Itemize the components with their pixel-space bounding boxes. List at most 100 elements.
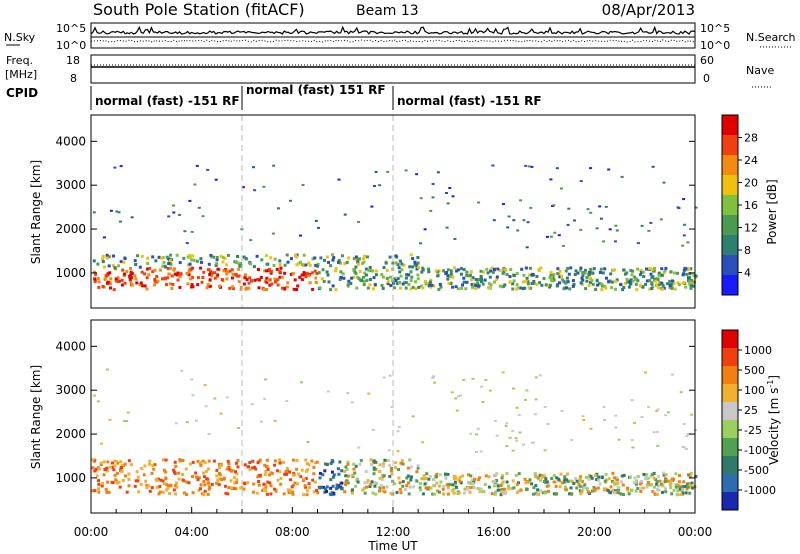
power-cell [477,284,481,288]
colorbar-tick-label: -1000 [744,484,776,497]
cpid-segment-label: normal (fast) -151 RF [397,94,542,108]
power-cell [356,260,360,264]
power-cell [602,240,606,243]
power-cell [325,270,329,274]
velocity-cell [454,397,458,400]
power-cell [317,226,320,229]
power-cell [394,279,398,282]
power-cell [356,258,360,262]
power-cell [394,261,398,265]
velocity-cell [91,458,95,462]
velocity-cell [299,475,303,479]
velocity-cell [127,484,131,488]
velocity-cell [381,489,385,493]
power-cell [134,263,138,266]
power-cell [434,269,438,273]
power-cell [135,281,139,285]
power-cell [236,255,240,258]
velocity-cell [579,479,582,483]
power-cell [526,282,530,286]
velocity-cell [421,492,425,496]
velocity-cell [459,394,463,397]
velocity-cell [191,491,195,495]
power-cell [500,285,504,289]
velocity-cell [647,405,651,408]
velocity-cell [337,472,341,476]
power-cell [362,283,366,287]
power-cell [502,269,506,273]
power-cell [462,276,466,280]
power-cell [681,273,685,277]
velocity-cell [339,485,343,489]
velocity-cell [265,458,269,462]
power-cell [633,275,637,279]
power-cell [219,254,223,258]
velocity-cell [97,479,100,483]
velocity-cell [196,459,200,463]
power-cell [178,213,181,216]
power-cell [673,271,677,275]
power-cell [317,271,321,275]
velocity-cell [439,480,443,484]
power-cell [125,270,129,273]
velocity-cell [429,486,433,490]
velocity-cell [575,479,579,483]
power-cell [195,259,199,263]
velocity-cell [156,477,160,481]
power-cell [211,255,215,259]
velocity-cell [351,473,355,477]
power-cell [389,284,393,287]
power-cell [595,279,599,283]
power-cell [590,279,594,283]
power-cell [474,284,478,287]
power-cell [245,278,249,282]
velocity-cell [684,448,688,450]
velocity-cell [161,490,165,494]
velocity-cell [586,490,590,494]
power-cell [186,282,190,286]
power-cell [631,279,635,283]
power-cell [424,279,427,283]
velocity-cell [276,478,280,482]
power-cell [548,276,552,279]
power-cell [227,253,230,257]
velocity-cell [344,465,348,469]
power-cell [314,219,318,222]
power-cell [530,273,534,277]
power-cell [558,275,562,279]
power-cell [395,281,399,285]
power-cell [666,282,670,286]
power-cell [255,277,259,281]
power-cell [527,286,531,290]
velocity-cell [641,486,645,490]
velocity-cell [332,473,336,477]
power-cell [603,267,607,271]
power-cell [134,277,138,281]
velocity-cell [248,468,252,472]
power-cell [449,269,453,273]
velocity-cell [408,485,412,489]
velocity-cell [382,376,386,379]
velocity-cell [223,484,227,488]
power-cell [409,279,413,283]
velocity-cell [577,482,581,486]
power-cell [237,261,241,265]
velocity-cell [670,492,674,496]
power-cell [107,264,111,268]
power-cell [97,280,101,284]
power-cell [307,261,311,265]
power-cell [588,271,591,274]
power-cell [664,266,668,270]
power-cell [218,284,221,288]
power-cell [188,199,192,202]
power-cell [153,278,157,281]
power-cell [538,281,542,285]
velocity-cell [344,483,348,487]
time-axis-label: Time UT [367,539,418,553]
power-cell [428,283,432,287]
power-cell [106,280,110,284]
velocity-cell [137,490,141,494]
power-cell [362,280,366,283]
velocity-cell [476,427,480,430]
velocity-cell [640,416,644,418]
